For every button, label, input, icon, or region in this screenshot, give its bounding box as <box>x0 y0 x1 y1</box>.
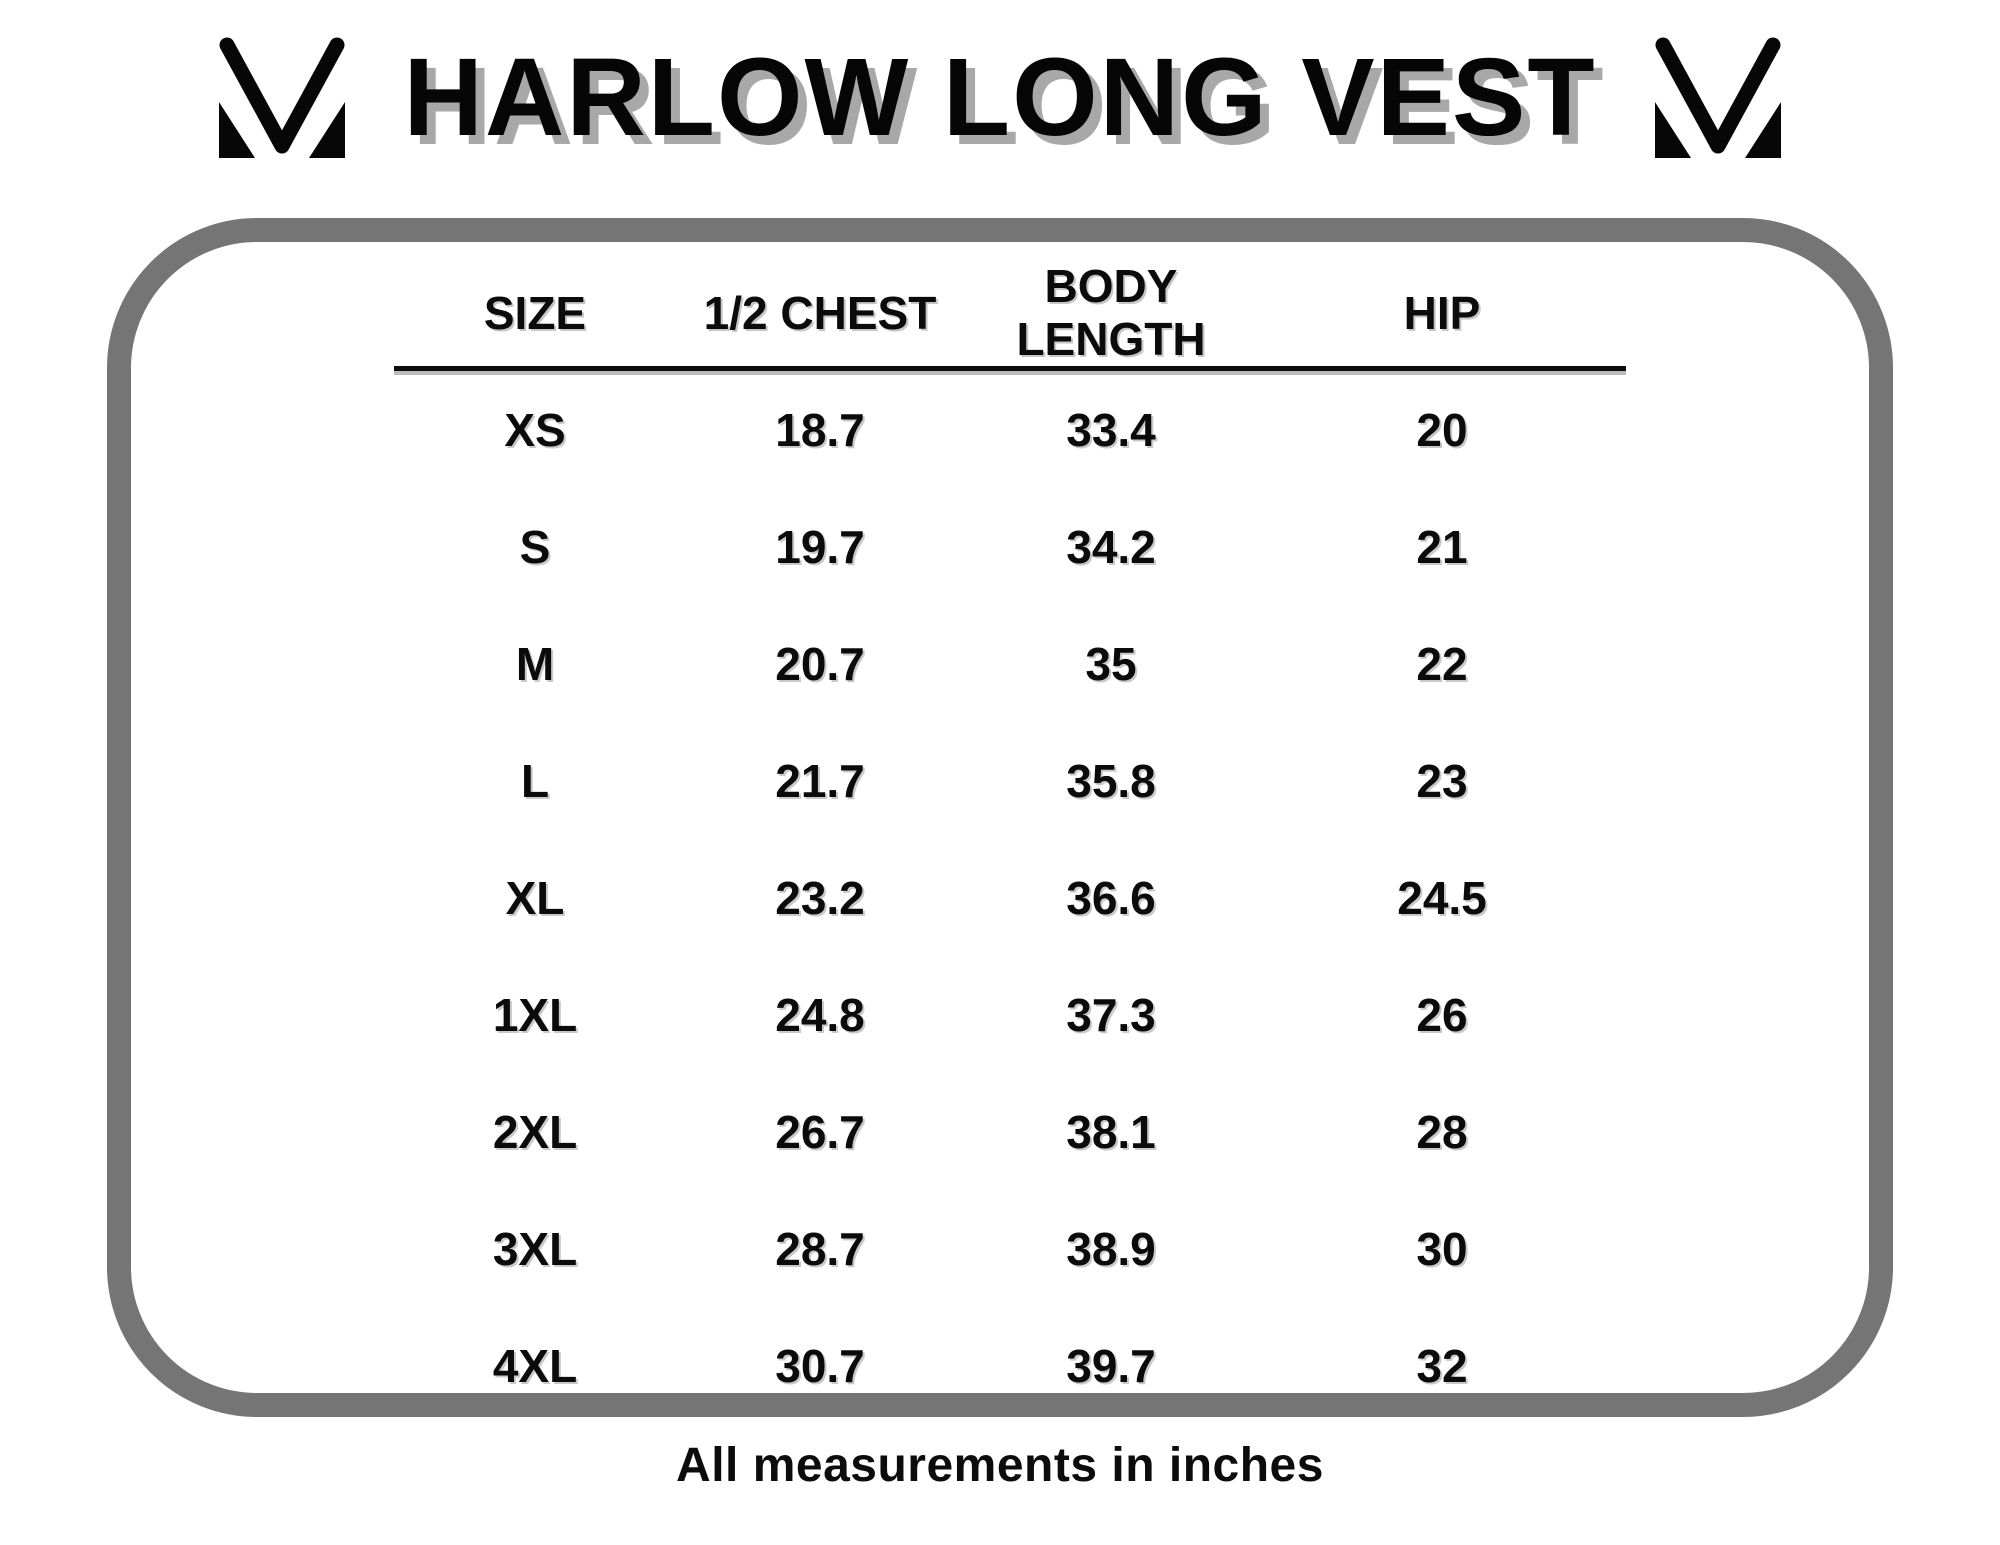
brand-logo-icon-right <box>1654 37 1781 158</box>
size-chart-frame <box>107 218 1893 1417</box>
table-row: M 20.7 35 22 <box>394 605 1626 722</box>
half-chest-cell: 28.7 <box>775 1222 865 1275</box>
column-header-body-length: BODY LENGTH <box>1016 260 1206 366</box>
table-header-row: SIZE 1/2 CHEST BODY LENGTH HIP <box>394 260 1626 366</box>
size-chart-table: SIZE 1/2 CHEST BODY LENGTH HIP XS 18.7 3… <box>394 260 1626 1424</box>
size-cell: XS <box>504 403 566 456</box>
body-length-cell: 36.6 <box>1066 871 1156 924</box>
half-chest-cell: 21.7 <box>775 754 865 807</box>
size-cell: L <box>520 754 550 807</box>
column-header-half-chest: 1/2 CHEST <box>703 286 937 339</box>
body-length-cell: 38.9 <box>1066 1222 1156 1275</box>
table-row: L 21.7 35.8 23 <box>394 722 1626 839</box>
body-length-cell: 37.3 <box>1066 988 1156 1041</box>
table-row: 3XL 28.7 38.9 30 <box>394 1190 1626 1307</box>
hip-cell: 20 <box>1416 403 1468 456</box>
size-cell: XL <box>505 871 565 924</box>
hip-cell: 28 <box>1416 1105 1468 1158</box>
half-chest-cell: 20.7 <box>775 637 865 690</box>
size-cell: S <box>519 520 551 573</box>
header: HARLOW LONG VEST <box>0 36 2000 158</box>
hip-cell: 24.5 <box>1397 871 1487 924</box>
table-row: XS 18.7 33.4 20 <box>394 371 1626 488</box>
half-chest-cell: 19.7 <box>775 520 865 573</box>
measurements-note: All measurements in inches <box>676 1439 1324 1492</box>
table-row: XL 23.2 36.6 24.5 <box>394 839 1626 956</box>
size-cell: 2XL <box>492 1105 578 1158</box>
size-cell: 3XL <box>492 1222 578 1275</box>
table-row: 4XL 30.7 39.7 32 <box>394 1307 1626 1424</box>
half-chest-cell: 23.2 <box>775 871 865 924</box>
body-length-cell: 34.2 <box>1066 520 1156 573</box>
size-cell: 4XL <box>492 1339 578 1392</box>
body-length-cell: 33.4 <box>1066 403 1156 456</box>
hip-cell: 30 <box>1416 1222 1468 1275</box>
table-row: 1XL 24.8 37.3 26 <box>394 956 1626 1073</box>
column-header-size: SIZE <box>483 286 587 339</box>
half-chest-cell: 18.7 <box>775 403 865 456</box>
hip-cell: 22 <box>1416 637 1468 690</box>
size-cell: M <box>515 637 555 690</box>
table-row: 2XL 26.7 38.1 28 <box>394 1073 1626 1190</box>
half-chest-cell: 24.8 <box>775 988 865 1041</box>
column-header-hip: HIP <box>1403 286 1481 339</box>
half-chest-cell: 26.7 <box>775 1105 865 1158</box>
hip-cell: 23 <box>1416 754 1468 807</box>
hip-cell: 21 <box>1416 520 1468 573</box>
header-divider <box>394 366 1626 371</box>
body-length-cell: 35.8 <box>1066 754 1156 807</box>
body-length-cell: 38.1 <box>1066 1105 1156 1158</box>
size-cell: 1XL <box>492 988 578 1041</box>
hip-cell: 32 <box>1416 1339 1468 1392</box>
table-row: S 19.7 34.2 21 <box>394 488 1626 605</box>
body-length-cell: 39.7 <box>1066 1339 1156 1392</box>
body-length-cell: 35 <box>1085 637 1137 690</box>
brand-logo-icon-left <box>219 37 346 158</box>
half-chest-cell: 30.7 <box>775 1339 865 1392</box>
hip-cell: 26 <box>1416 988 1468 1041</box>
page-title: HARLOW LONG VEST <box>403 35 1597 159</box>
